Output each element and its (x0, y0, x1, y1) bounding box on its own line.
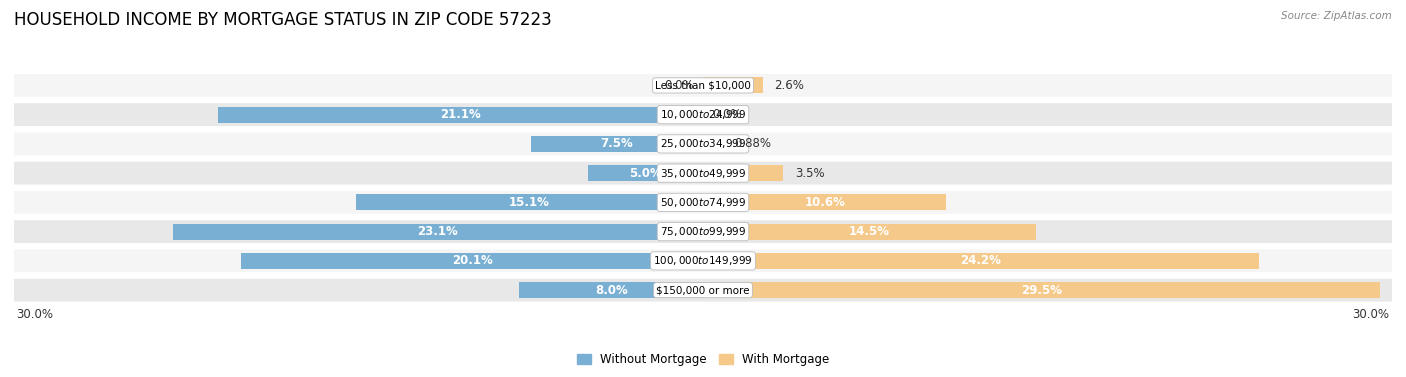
Text: $10,000 to $24,999: $10,000 to $24,999 (659, 108, 747, 121)
Bar (703, 77, 762, 93)
Text: 29.5%: 29.5% (1021, 284, 1062, 297)
Text: 5.0%: 5.0% (630, 167, 662, 180)
Text: 30.0%: 30.0% (17, 308, 53, 321)
FancyBboxPatch shape (14, 103, 1392, 126)
Bar (173, 224, 703, 240)
Bar (703, 224, 1036, 240)
Bar (519, 282, 703, 298)
Text: 2.6%: 2.6% (775, 79, 804, 92)
Bar (703, 282, 1381, 298)
Bar (588, 165, 703, 181)
Text: $75,000 to $99,999: $75,000 to $99,999 (659, 225, 747, 238)
Text: 0.0%: 0.0% (713, 108, 742, 121)
Text: $100,000 to $149,999: $100,000 to $149,999 (654, 254, 752, 267)
FancyBboxPatch shape (14, 250, 1392, 272)
Bar (703, 136, 723, 152)
Text: $50,000 to $74,999: $50,000 to $74,999 (659, 196, 747, 209)
FancyBboxPatch shape (14, 220, 1392, 243)
Bar (703, 165, 783, 181)
FancyBboxPatch shape (14, 279, 1392, 302)
Bar (242, 253, 703, 269)
FancyBboxPatch shape (14, 191, 1392, 214)
Text: 10.6%: 10.6% (804, 196, 845, 209)
Text: 15.1%: 15.1% (509, 196, 550, 209)
Bar (356, 195, 703, 210)
Text: 23.1%: 23.1% (418, 225, 458, 238)
Text: 3.5%: 3.5% (794, 167, 824, 180)
Text: 24.2%: 24.2% (960, 254, 1001, 267)
Text: HOUSEHOLD INCOME BY MORTGAGE STATUS IN ZIP CODE 57223: HOUSEHOLD INCOME BY MORTGAGE STATUS IN Z… (14, 11, 551, 29)
Text: 14.5%: 14.5% (849, 225, 890, 238)
Text: 8.0%: 8.0% (595, 284, 627, 297)
Bar (703, 253, 1258, 269)
Legend: Without Mortgage, With Mortgage: Without Mortgage, With Mortgage (572, 348, 834, 371)
Text: $35,000 to $49,999: $35,000 to $49,999 (659, 167, 747, 180)
Bar (703, 195, 946, 210)
Bar (218, 107, 703, 123)
FancyBboxPatch shape (14, 162, 1392, 185)
Text: 0.88%: 0.88% (735, 137, 772, 150)
Text: 7.5%: 7.5% (600, 137, 633, 150)
Bar (531, 136, 703, 152)
Text: Source: ZipAtlas.com: Source: ZipAtlas.com (1281, 11, 1392, 21)
Text: $25,000 to $34,999: $25,000 to $34,999 (659, 137, 747, 150)
Text: 30.0%: 30.0% (1353, 308, 1389, 321)
Text: $150,000 or more: $150,000 or more (657, 285, 749, 295)
Text: Less than $10,000: Less than $10,000 (655, 80, 751, 90)
FancyBboxPatch shape (14, 132, 1392, 155)
Text: 20.1%: 20.1% (451, 254, 492, 267)
Text: 21.1%: 21.1% (440, 108, 481, 121)
Text: 0.0%: 0.0% (664, 79, 693, 92)
FancyBboxPatch shape (14, 74, 1392, 97)
